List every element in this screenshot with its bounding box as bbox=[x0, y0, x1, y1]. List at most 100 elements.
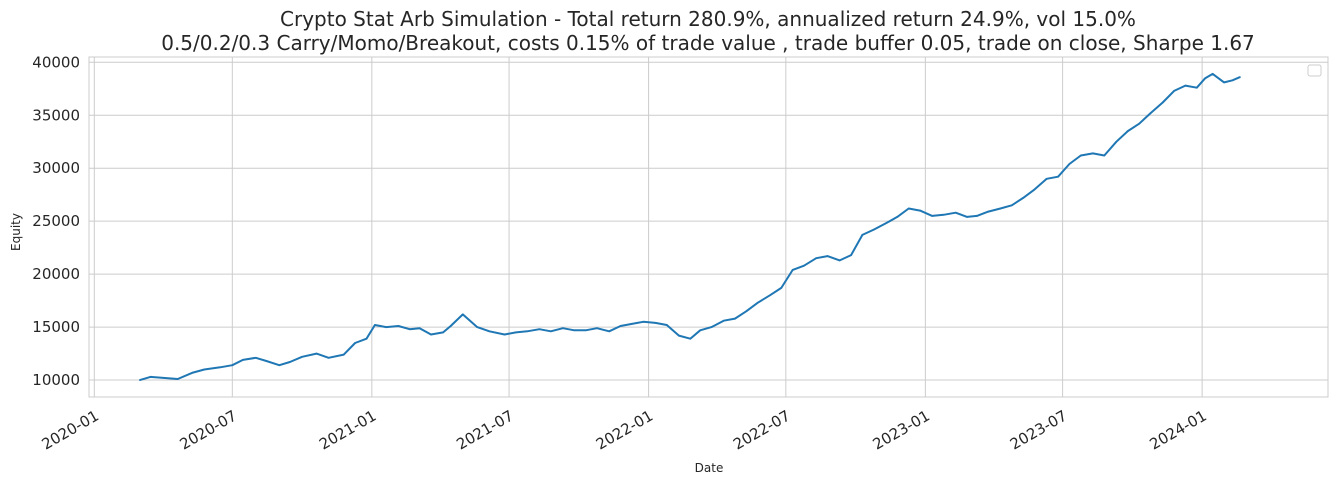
equity-point bbox=[526, 330, 529, 333]
equity-point bbox=[343, 353, 345, 356]
x-ticks: 2020-01 2020-07 2021-01 2021-07 2022-01 2022-… bbox=[39, 407, 1210, 454]
equity-point bbox=[1204, 77, 1206, 79]
y-tick-label: 20000 bbox=[32, 265, 80, 283]
equity-point bbox=[449, 325, 452, 327]
equity-point bbox=[678, 334, 680, 337]
equity-point bbox=[1115, 140, 1118, 143]
equity-point bbox=[538, 328, 541, 331]
equity-point bbox=[1173, 90, 1175, 92]
equity-point bbox=[1022, 197, 1024, 199]
equity-point bbox=[1103, 154, 1106, 157]
equity-point bbox=[803, 264, 805, 267]
equity-point bbox=[301, 356, 303, 358]
grid bbox=[89, 57, 1328, 397]
equity-point bbox=[242, 359, 244, 361]
equity-point bbox=[162, 377, 165, 379]
equity-point bbox=[1033, 188, 1036, 191]
x-tick-label: 2021-07 bbox=[453, 407, 516, 454]
y-axis-label: Equity bbox=[9, 213, 23, 251]
equity-point bbox=[139, 379, 141, 381]
equity-point bbox=[769, 294, 771, 297]
equity-point bbox=[562, 327, 564, 330]
equity-point bbox=[631, 323, 633, 325]
y-ticks: 10000 15000 20000 25000 30000 35000 40000 bbox=[32, 53, 80, 389]
x-tick-label: 2020-01 bbox=[39, 407, 102, 454]
chart-title-line-2: 0.5/0.2/0.3 Carry/Momo/Breakout, costs 0… bbox=[161, 31, 1255, 55]
y-tick-label: 25000 bbox=[32, 212, 80, 230]
equity-point bbox=[462, 313, 464, 316]
equity-point bbox=[573, 329, 576, 332]
equity-point bbox=[408, 328, 411, 331]
equity-point bbox=[265, 360, 268, 362]
equity-point bbox=[255, 357, 257, 359]
equity-point bbox=[515, 331, 517, 334]
equity-point bbox=[1161, 101, 1164, 104]
equity-point bbox=[999, 207, 1002, 210]
equity-point bbox=[966, 216, 968, 218]
equity-point bbox=[838, 259, 841, 262]
equity-point bbox=[1057, 175, 1059, 178]
equity-point bbox=[430, 333, 432, 336]
equity-point bbox=[850, 254, 852, 256]
equity-point bbox=[192, 371, 194, 374]
equity-point bbox=[1184, 84, 1187, 87]
equity-point bbox=[1239, 76, 1241, 78]
equity-point bbox=[1196, 86, 1198, 89]
equity-point bbox=[397, 325, 400, 327]
equity-point bbox=[619, 325, 622, 327]
x-tick-label: 2020-07 bbox=[177, 407, 240, 454]
equity-point bbox=[873, 228, 875, 231]
equity-point bbox=[1231, 79, 1234, 82]
equity-point bbox=[666, 324, 668, 326]
x-tick-label: 2022-01 bbox=[593, 407, 656, 454]
equity-point bbox=[907, 207, 910, 210]
equity-point bbox=[374, 324, 376, 326]
equity-point bbox=[1138, 122, 1140, 125]
equity-point bbox=[861, 234, 864, 236]
equity-point bbox=[608, 330, 610, 333]
equity-point bbox=[278, 364, 281, 367]
equity-point bbox=[1068, 163, 1071, 165]
equity-point bbox=[919, 209, 921, 212]
equity-point bbox=[203, 368, 206, 371]
equity-point bbox=[780, 287, 783, 289]
x-axis-label: Date bbox=[695, 461, 724, 475]
equity-point bbox=[642, 321, 645, 323]
equity-point bbox=[942, 214, 945, 216]
y-tick-label: 35000 bbox=[32, 106, 80, 124]
equity-point bbox=[722, 319, 725, 322]
equity-point bbox=[365, 337, 368, 340]
equity-point bbox=[791, 269, 794, 271]
equity-point bbox=[289, 361, 291, 363]
equity-point bbox=[1211, 73, 1214, 75]
equity-point bbox=[584, 329, 587, 332]
equity-point bbox=[1080, 154, 1082, 157]
equity-point bbox=[488, 330, 491, 333]
equity-point bbox=[826, 255, 829, 257]
equity-point bbox=[954, 211, 957, 214]
equity-point bbox=[734, 317, 736, 320]
x-tick-label: 2023-01 bbox=[870, 407, 933, 454]
equity-point bbox=[689, 337, 692, 340]
equity-point bbox=[654, 322, 657, 324]
series-layer bbox=[139, 72, 1241, 382]
x-tick-label: 2023-07 bbox=[1007, 407, 1070, 454]
equity-point bbox=[149, 376, 152, 378]
equity-point bbox=[745, 310, 748, 313]
equity-point bbox=[418, 327, 421, 330]
equity-point bbox=[596, 327, 598, 330]
equity-line bbox=[139, 72, 1241, 382]
y-tick-label: 30000 bbox=[32, 159, 80, 177]
legend-box bbox=[1307, 64, 1322, 77]
equity-point bbox=[442, 331, 444, 334]
equity-point bbox=[315, 352, 318, 355]
equity-point bbox=[219, 366, 221, 369]
equity-point bbox=[757, 301, 759, 304]
equity-point bbox=[385, 326, 388, 328]
equity-point bbox=[231, 364, 234, 367]
chart-title-line-1: Crypto Stat Arb Simulation - Total retur… bbox=[280, 7, 1136, 31]
equity-point bbox=[1149, 112, 1152, 114]
plot-area-frame bbox=[88, 56, 1329, 398]
